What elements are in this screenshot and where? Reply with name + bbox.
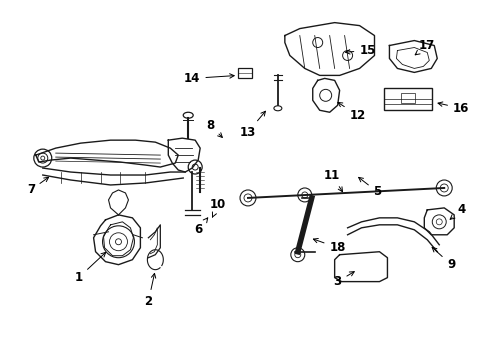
Text: 2: 2 bbox=[144, 274, 155, 308]
Text: 18: 18 bbox=[313, 238, 345, 254]
Text: 12: 12 bbox=[337, 103, 365, 122]
Text: 11: 11 bbox=[323, 168, 342, 192]
Text: 6: 6 bbox=[194, 218, 207, 236]
Text: 13: 13 bbox=[240, 111, 265, 139]
Text: 17: 17 bbox=[414, 39, 434, 55]
Text: 14: 14 bbox=[183, 72, 234, 85]
Text: 8: 8 bbox=[205, 119, 222, 138]
Text: 1: 1 bbox=[75, 252, 105, 284]
Text: 16: 16 bbox=[437, 102, 468, 115]
Text: 4: 4 bbox=[449, 203, 465, 219]
Text: 7: 7 bbox=[27, 177, 48, 197]
Text: 10: 10 bbox=[209, 198, 226, 217]
Text: 5: 5 bbox=[358, 177, 381, 198]
Text: 15: 15 bbox=[345, 44, 375, 57]
Text: 9: 9 bbox=[431, 247, 454, 271]
Text: 3: 3 bbox=[333, 272, 353, 288]
